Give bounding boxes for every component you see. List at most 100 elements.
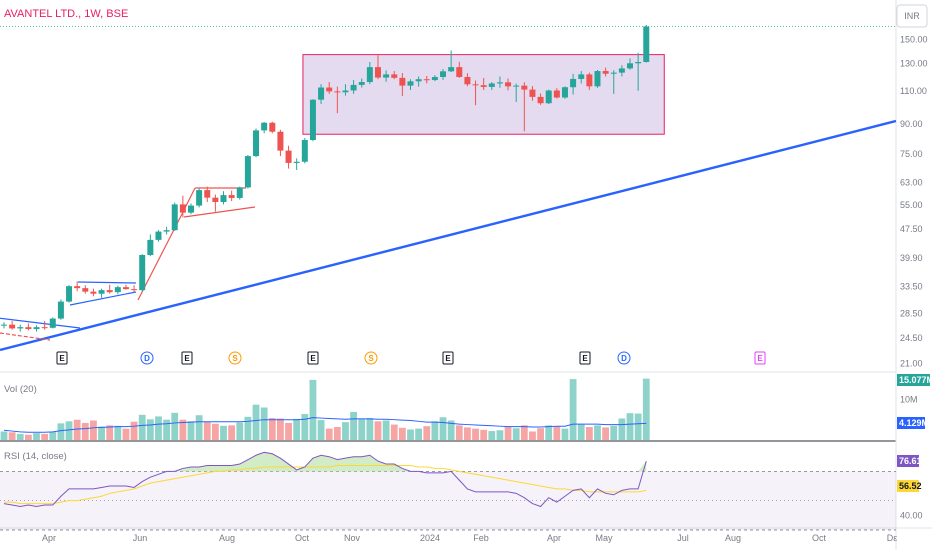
- volume-bar[interactable]: [496, 430, 504, 440]
- volume-bar[interactable]: [512, 428, 520, 440]
- volume-bar[interactable]: [171, 412, 179, 440]
- candle[interactable]: [553, 88, 560, 99]
- candle[interactable]: [228, 190, 235, 202]
- volume-bar[interactable]: [0, 431, 8, 440]
- candle-body[interactable]: [464, 76, 471, 85]
- volume-bar[interactable]: [317, 420, 325, 440]
- candle-body[interactable]: [537, 96, 544, 104]
- volume-bar[interactable]: [155, 416, 162, 440]
- candle-body[interactable]: [269, 122, 276, 132]
- candle-body[interactable]: [399, 77, 406, 86]
- volume-bar[interactable]: [398, 427, 406, 440]
- candle[interactable]: [643, 24, 650, 63]
- candle[interactable]: [326, 82, 333, 94]
- candle[interactable]: [374, 55, 381, 80]
- volume-bar[interactable]: [293, 418, 301, 440]
- volume-bar[interactable]: [179, 419, 187, 440]
- flag-bottom-line[interactable]: [183, 206, 256, 218]
- candle[interactable]: [244, 154, 251, 189]
- candle-body[interactable]: [301, 139, 308, 162]
- volume-bar[interactable]: [342, 422, 349, 440]
- volume-bar[interactable]: [325, 428, 333, 440]
- trendline[interactable]: [0, 119, 897, 352]
- candle[interactable]: [488, 82, 495, 90]
- candle[interactable]: [318, 84, 325, 105]
- candle-body[interactable]: [163, 230, 170, 232]
- candle[interactable]: [49, 317, 56, 329]
- candle-body[interactable]: [496, 82, 503, 84]
- candle-body[interactable]: [488, 83, 495, 87]
- volume-bar[interactable]: [358, 418, 366, 440]
- candle[interactable]: [204, 186, 211, 203]
- candle-body[interactable]: [374, 67, 381, 78]
- candle[interactable]: [147, 234, 154, 257]
- volume-bar[interactable]: [585, 427, 593, 440]
- candle-body[interactable]: [228, 195, 235, 198]
- candle-body[interactable]: [456, 67, 463, 77]
- candle-body[interactable]: [423, 79, 430, 81]
- candle-body[interactable]: [212, 197, 219, 203]
- volume-bar[interactable]: [106, 425, 114, 440]
- event-marker-S[interactable]: S: [364, 351, 378, 365]
- candle[interactable]: [635, 52, 642, 91]
- volume-bar[interactable]: [488, 431, 496, 440]
- candle-body[interactable]: [366, 67, 373, 83]
- candle[interactable]: [187, 203, 194, 215]
- candle[interactable]: [261, 122, 268, 134]
- candle-body[interactable]: [513, 85, 520, 87]
- volume-bar[interactable]: [98, 426, 105, 440]
- candle-body[interactable]: [326, 87, 333, 92]
- candle-body[interactable]: [33, 327, 40, 330]
- event-marker-E[interactable]: E: [442, 351, 454, 365]
- candle[interactable]: [480, 77, 487, 91]
- volume-bar[interactable]: [520, 425, 528, 440]
- candle[interactable]: [106, 284, 113, 294]
- candle[interactable]: [139, 254, 146, 292]
- rsi-pane[interactable]: 40.00 76.61 56.52: [0, 451, 923, 531]
- event-marker-D[interactable]: D: [140, 351, 154, 365]
- volume-bar[interactable]: [228, 425, 236, 440]
- volume-bar[interactable]: [537, 428, 544, 440]
- volume-bar[interactable]: [8, 432, 16, 440]
- volume-bar[interactable]: [390, 424, 398, 440]
- candle[interactable]: [618, 65, 625, 77]
- candle[interactable]: [163, 226, 170, 235]
- consolidation-box[interactable]: [302, 54, 665, 135]
- candle-body[interactable]: [131, 289, 138, 291]
- candle-body[interactable]: [309, 99, 316, 140]
- candle-body[interactable]: [155, 231, 162, 240]
- candle[interactable]: [561, 86, 568, 99]
- candle-body[interactable]: [285, 150, 292, 163]
- volume-bar[interactable]: [407, 429, 414, 440]
- candle[interactable]: [496, 76, 503, 88]
- candle-body[interactable]: [277, 131, 284, 151]
- candle-body[interactable]: [553, 90, 560, 98]
- price-pane[interactable]: 150.00 130.00 110.00 90.00 75.00 63.00 55.00 47…: [0, 24, 928, 369]
- volume-bar[interactable]: [569, 379, 577, 440]
- volume-bar[interactable]: [423, 426, 431, 440]
- candle-body[interactable]: [618, 68, 625, 73]
- candle[interactable]: [212, 194, 219, 212]
- candle-body[interactable]: [610, 72, 617, 74]
- candle-body[interactable]: [342, 90, 349, 93]
- volume-bar[interactable]: [366, 418, 374, 440]
- candle-body[interactable]: [627, 63, 634, 69]
- candle-body[interactable]: [561, 87, 568, 98]
- candle[interactable]: [179, 195, 186, 218]
- rsi-ma-line[interactable]: [4, 465, 647, 505]
- candle-body[interactable]: [545, 90, 552, 104]
- candle[interactable]: [570, 73, 577, 95]
- candle-body[interactable]: [318, 87, 325, 100]
- volume-bar[interactable]: [277, 418, 284, 440]
- volume-bar[interactable]: [65, 421, 73, 440]
- volume-bar[interactable]: [49, 431, 57, 440]
- candle-body[interactable]: [236, 187, 243, 198]
- event-marker-E[interactable]: E: [181, 351, 193, 365]
- candle-body[interactable]: [90, 291, 97, 294]
- volume-bar[interactable]: [195, 415, 203, 440]
- candle[interactable]: [521, 82, 528, 132]
- volume-bar[interactable]: [577, 424, 585, 440]
- candle[interactable]: [25, 323, 32, 331]
- candle[interactable]: [196, 188, 203, 208]
- candle-body[interactable]: [529, 89, 536, 97]
